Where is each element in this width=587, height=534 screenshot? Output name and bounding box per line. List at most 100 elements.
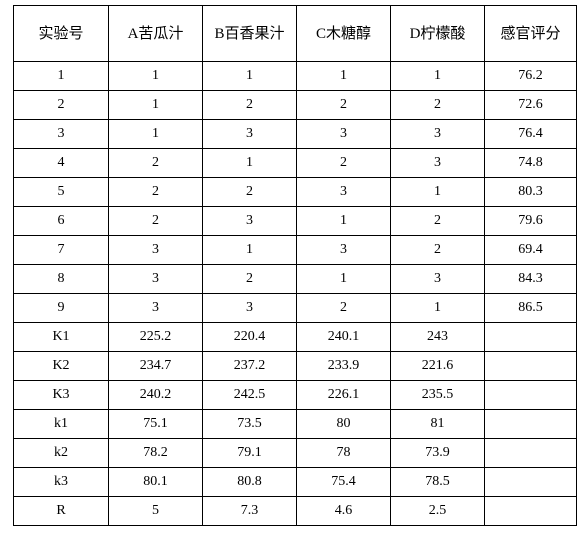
table-cell: 242.5 [202, 380, 297, 410]
table-cell: 76.2 [484, 61, 577, 91]
table-cell: 72.6 [484, 90, 577, 120]
table-cell: 3 [108, 264, 203, 294]
table-cell: 80.8 [202, 467, 297, 497]
table-cell: 3 [108, 235, 203, 265]
table-cell: 2 [390, 206, 485, 236]
table-cell: 3 [108, 293, 203, 323]
table-row: 3 1 3 3 3 76.4 [13, 119, 577, 149]
table-cell: 78.2 [108, 438, 203, 468]
table-cell: 8 [13, 264, 109, 294]
table-cell: K2 [13, 351, 109, 381]
table-cell: 3 [202, 206, 297, 236]
table-cell: 80 [296, 409, 391, 439]
table-cell: 4 [13, 148, 109, 178]
table-cell: 1 [202, 61, 297, 91]
table-cell: 1 [390, 177, 485, 207]
table-cell: 3 [296, 177, 391, 207]
table-row: 1 1 1 1 1 76.2 [13, 61, 577, 91]
table-cell: 235.5 [390, 380, 485, 410]
table-cell: 3 [390, 119, 485, 149]
table-body: 1 1 1 1 1 76.2 2 1 2 2 2 72.6 3 1 3 3 3 76.4 4 2 1 2 3 74.8 5 2 2 3… [13, 61, 577, 526]
table-cell [484, 438, 577, 468]
table-cell [484, 467, 577, 497]
table-cell: 2 [108, 148, 203, 178]
table-cell: 1 [108, 119, 203, 149]
table-cell: 80.3 [484, 177, 577, 207]
table-cell: 3 [202, 119, 297, 149]
table-cell: 5 [13, 177, 109, 207]
table-cell: 7 [13, 235, 109, 265]
table-cell: 73.9 [390, 438, 485, 468]
table-cell: 1 [390, 61, 485, 91]
table-cell: 9 [13, 293, 109, 323]
table-cell: 2 [202, 90, 297, 120]
table-row: 4 2 1 2 3 74.8 [13, 148, 577, 178]
header-row: 实验号 A苦瓜汁 B百香果汁 C木糖醇 D柠檬酸 感官评分 [13, 5, 577, 62]
table-cell: 2 [13, 90, 109, 120]
table-row: k1 75.1 73.5 80 81 [13, 409, 577, 439]
table-cell: 2 [390, 235, 485, 265]
table-cell: 3 [202, 293, 297, 323]
table-cell [484, 409, 577, 439]
table-cell: 3 [296, 235, 391, 265]
table-cell: 5 [108, 496, 203, 526]
table-cell: 226.1 [296, 380, 391, 410]
header-cell-experiment-no: 实验号 [13, 5, 109, 62]
table-cell: 6 [13, 206, 109, 236]
header-cell-c-xylitol: C木糖醇 [296, 5, 391, 62]
table-cell: 1 [390, 293, 485, 323]
table-cell [484, 351, 577, 381]
table-cell: 79.6 [484, 206, 577, 236]
table-row: K1 225.2 220.4 240.1 243 [13, 322, 577, 352]
table-cell: K1 [13, 322, 109, 352]
table-cell: 2 [202, 177, 297, 207]
table-cell: 81 [390, 409, 485, 439]
table-cell [484, 496, 577, 526]
table-cell: 2 [296, 148, 391, 178]
table-cell: 2 [108, 206, 203, 236]
table-row: 7 3 1 3 2 69.4 [13, 235, 577, 265]
table-cell: 7.3 [202, 496, 297, 526]
table-cell: 234.7 [108, 351, 203, 381]
table-cell: 2 [108, 177, 203, 207]
header-cell-b-passion-fruit-juice: B百香果汁 [202, 5, 297, 62]
table-cell: 78 [296, 438, 391, 468]
table-row: 6 2 3 1 2 79.6 [13, 206, 577, 236]
table-cell: 220.4 [202, 322, 297, 352]
table-cell: 74.8 [484, 148, 577, 178]
table-cell: 225.2 [108, 322, 203, 352]
table-row: 9 3 3 2 1 86.5 [13, 293, 577, 323]
table-row: k3 80.1 80.8 75.4 78.5 [13, 467, 577, 497]
table-cell: 73.5 [202, 409, 297, 439]
table-cell: K3 [13, 380, 109, 410]
table-cell: 237.2 [202, 351, 297, 381]
table-cell: 75.1 [108, 409, 203, 439]
table-row: k2 78.2 79.1 78 73.9 [13, 438, 577, 468]
table-cell: 78.5 [390, 467, 485, 497]
table-row: 2 1 2 2 2 72.6 [13, 90, 577, 120]
table-cell: 240.1 [296, 322, 391, 352]
table-cell: 1 [296, 61, 391, 91]
table-cell: 1 [296, 206, 391, 236]
table-cell: 3 [296, 119, 391, 149]
table-cell: 240.2 [108, 380, 203, 410]
table-cell: 1 [202, 235, 297, 265]
header-cell-sensory-score: 感官评分 [484, 5, 577, 62]
table-cell: 76.4 [484, 119, 577, 149]
table-container: 实验号 A苦瓜汁 B百香果汁 C木糖醇 D柠檬酸 感官评分 1 1 1 1 1 76.2 2… [13, 5, 577, 526]
orthogonal-test-table: 实验号 A苦瓜汁 B百香果汁 C木糖醇 D柠檬酸 感官评分 1 1 1 1 1 76.2 2… [13, 5, 577, 526]
table-cell: 69.4 [484, 235, 577, 265]
table-cell: 1 [296, 264, 391, 294]
table-cell: 1 [108, 61, 203, 91]
table-cell: 2.5 [390, 496, 485, 526]
table-cell: 86.5 [484, 293, 577, 323]
table-cell: 80.1 [108, 467, 203, 497]
table-row: 8 3 2 1 3 84.3 [13, 264, 577, 294]
table-cell: k1 [13, 409, 109, 439]
table-cell: 1 [202, 148, 297, 178]
table-cell: 1 [108, 90, 203, 120]
table-cell: 2 [296, 293, 391, 323]
table-cell: 2 [390, 90, 485, 120]
table-cell: 243 [390, 322, 485, 352]
table-cell: 3 [13, 119, 109, 149]
